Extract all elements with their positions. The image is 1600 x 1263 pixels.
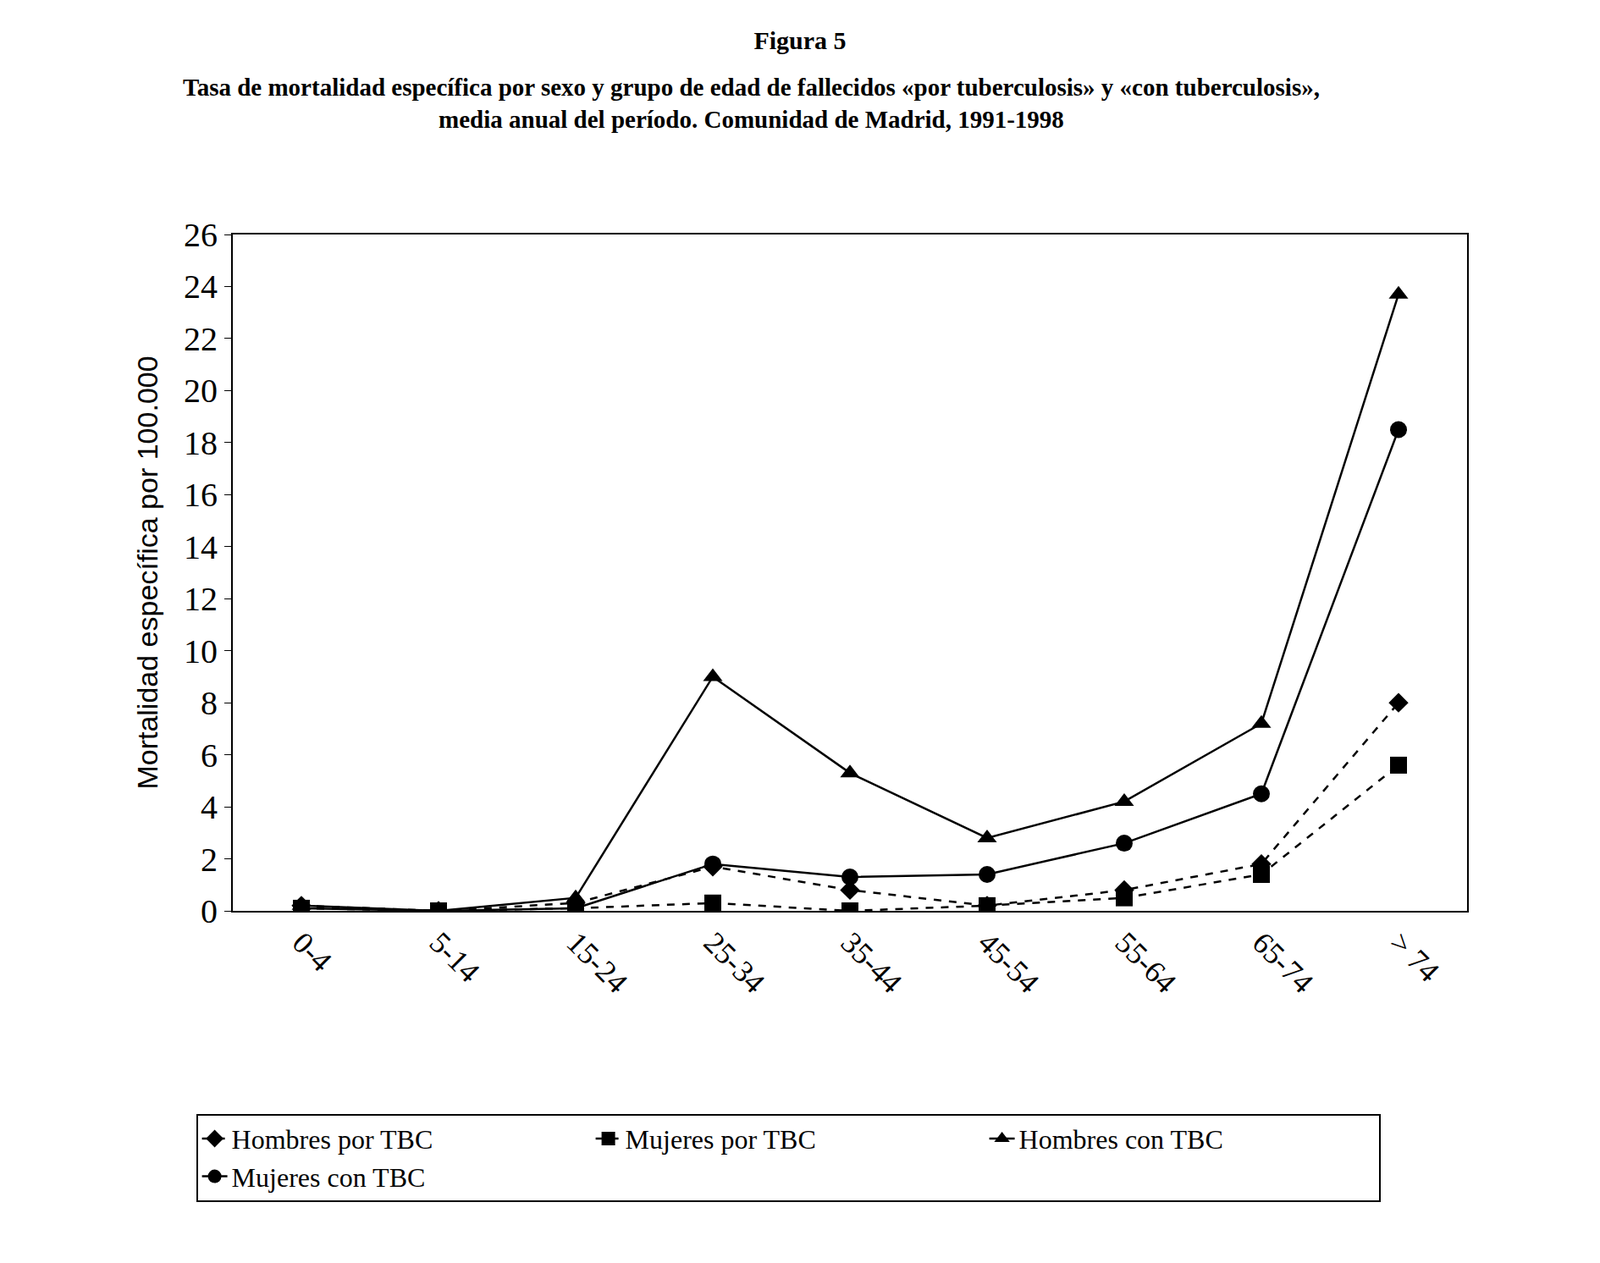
svg-text:35-44: 35-44 bbox=[834, 925, 910, 1000]
svg-text:Mortalidad específica por 100.: Mortalidad específica por 100.000 bbox=[131, 355, 164, 789]
svg-text:Hombres por TBC: Hombres por TBC bbox=[231, 1124, 434, 1155]
svg-text:Mujeres con TBC: Mujeres con TBC bbox=[231, 1162, 426, 1193]
svg-text:16: 16 bbox=[183, 475, 218, 514]
svg-text:5-14: 5-14 bbox=[423, 925, 487, 989]
svg-text:26: 26 bbox=[183, 215, 218, 254]
svg-text:12: 12 bbox=[183, 579, 218, 618]
svg-text:2: 2 bbox=[200, 840, 218, 879]
svg-text:18: 18 bbox=[183, 424, 218, 463]
svg-text:15-24: 15-24 bbox=[560, 925, 635, 1000]
svg-text:22: 22 bbox=[183, 320, 218, 359]
svg-text:Hombres con TBC: Hombres con TBC bbox=[1019, 1124, 1224, 1155]
svg-text:45-54: 45-54 bbox=[971, 925, 1047, 1000]
svg-text:55-64: 55-64 bbox=[1108, 925, 1184, 1000]
svg-text:6: 6 bbox=[200, 736, 218, 775]
svg-text:Mujeres por TBC: Mujeres por TBC bbox=[625, 1124, 817, 1155]
svg-text:14: 14 bbox=[183, 528, 218, 567]
svg-text:10: 10 bbox=[183, 632, 218, 671]
svg-text:Tasa de mortalidad específica: Tasa de mortalidad específica por sexo y… bbox=[182, 73, 1320, 133]
svg-text:0-4: 0-4 bbox=[286, 925, 339, 978]
svg-text:Figura 5: Figura 5 bbox=[753, 26, 846, 55]
svg-text:> 74: > 74 bbox=[1383, 925, 1446, 988]
svg-text:24: 24 bbox=[183, 267, 218, 306]
svg-text:25-34: 25-34 bbox=[697, 925, 773, 1000]
svg-text:65-74: 65-74 bbox=[1246, 925, 1321, 1000]
svg-text:8: 8 bbox=[200, 684, 218, 723]
svg-text:4: 4 bbox=[200, 788, 218, 827]
svg-text:20: 20 bbox=[183, 371, 218, 410]
svg-text:0: 0 bbox=[200, 892, 218, 931]
